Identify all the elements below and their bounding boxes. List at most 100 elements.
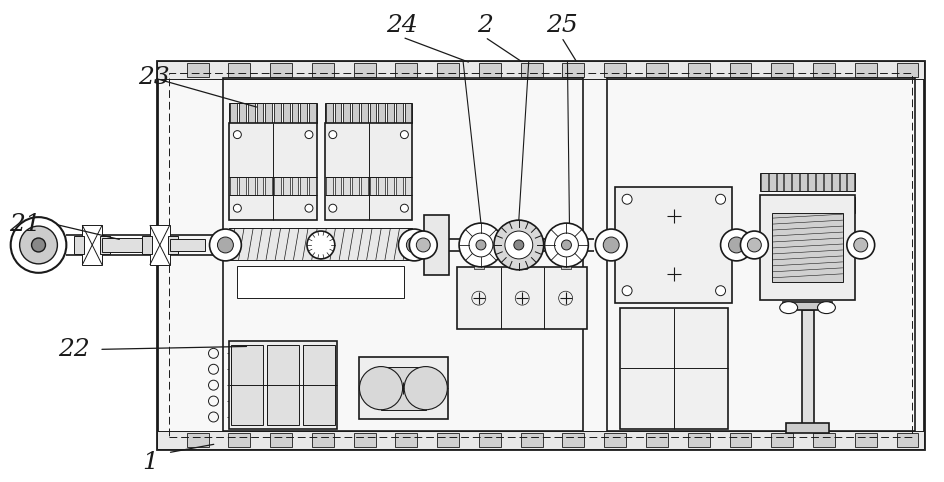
Bar xyxy=(274,177,280,195)
Bar xyxy=(228,63,250,77)
Bar xyxy=(300,103,307,123)
Bar xyxy=(352,177,359,195)
Circle shape xyxy=(329,131,336,139)
Bar xyxy=(896,433,918,447)
Bar xyxy=(239,177,245,195)
Bar xyxy=(265,177,272,195)
Bar xyxy=(369,103,376,123)
Circle shape xyxy=(544,223,588,267)
Bar xyxy=(437,433,459,447)
Circle shape xyxy=(621,286,632,295)
Circle shape xyxy=(740,231,767,259)
Bar xyxy=(473,263,483,269)
Ellipse shape xyxy=(779,302,797,314)
Bar xyxy=(831,197,837,213)
Bar xyxy=(102,238,142,252)
Bar xyxy=(309,103,315,123)
Bar xyxy=(282,177,290,195)
Bar xyxy=(247,103,254,123)
Bar xyxy=(334,103,341,123)
Text: 24: 24 xyxy=(386,14,418,37)
Bar xyxy=(770,433,792,447)
Circle shape xyxy=(846,231,874,259)
Bar xyxy=(169,73,912,437)
Bar xyxy=(270,433,292,447)
Bar xyxy=(378,103,385,123)
Bar xyxy=(229,103,316,123)
Circle shape xyxy=(459,223,502,267)
Bar xyxy=(516,263,527,269)
Bar xyxy=(343,177,349,195)
Bar xyxy=(247,177,254,195)
Circle shape xyxy=(595,229,627,261)
Bar xyxy=(231,346,263,425)
Circle shape xyxy=(561,240,571,250)
Bar xyxy=(838,197,846,213)
Bar xyxy=(150,225,170,265)
Circle shape xyxy=(728,237,744,253)
Circle shape xyxy=(307,231,334,259)
Bar xyxy=(784,197,790,213)
Bar xyxy=(229,341,336,429)
Bar xyxy=(815,173,822,191)
Circle shape xyxy=(416,238,430,252)
Bar xyxy=(187,433,209,447)
Bar xyxy=(791,197,799,213)
Bar xyxy=(380,367,426,410)
Circle shape xyxy=(400,204,408,212)
Bar xyxy=(170,239,204,251)
Text: 25: 25 xyxy=(545,14,577,37)
Bar xyxy=(223,78,582,431)
Bar xyxy=(847,197,853,213)
Bar xyxy=(334,177,341,195)
Text: 22: 22 xyxy=(59,338,90,361)
Bar xyxy=(257,103,263,123)
Bar xyxy=(767,197,775,213)
Bar xyxy=(326,177,332,195)
Bar xyxy=(560,263,570,269)
Bar xyxy=(800,197,806,213)
Bar xyxy=(607,78,915,431)
Text: 23: 23 xyxy=(138,67,170,90)
Bar xyxy=(387,103,394,123)
Bar xyxy=(646,433,667,447)
Bar xyxy=(168,236,177,254)
Bar xyxy=(292,177,298,195)
Bar xyxy=(100,236,110,254)
Bar xyxy=(760,173,854,191)
Circle shape xyxy=(514,240,523,250)
Bar xyxy=(309,177,315,195)
Bar xyxy=(776,197,783,213)
Bar xyxy=(343,103,349,123)
Circle shape xyxy=(20,226,58,264)
Bar xyxy=(838,173,846,191)
Bar xyxy=(782,302,832,309)
Bar xyxy=(784,173,790,191)
Bar xyxy=(359,357,447,419)
Bar xyxy=(812,433,834,447)
Circle shape xyxy=(10,217,66,273)
Bar xyxy=(361,103,367,123)
Bar xyxy=(239,103,245,123)
Bar xyxy=(312,433,333,447)
Circle shape xyxy=(404,367,447,410)
Bar xyxy=(520,433,542,447)
Bar xyxy=(760,195,854,300)
Bar xyxy=(562,433,583,447)
Circle shape xyxy=(494,220,543,270)
Bar xyxy=(229,228,412,260)
Bar xyxy=(767,173,775,191)
Circle shape xyxy=(747,238,761,252)
Bar xyxy=(265,103,272,123)
Bar xyxy=(274,103,280,123)
Bar xyxy=(228,433,250,447)
Bar xyxy=(404,103,411,123)
Bar xyxy=(760,197,854,213)
Bar xyxy=(603,63,626,77)
Circle shape xyxy=(210,229,241,261)
Bar xyxy=(562,63,583,77)
Circle shape xyxy=(359,367,402,410)
Bar xyxy=(270,63,292,77)
Text: 1: 1 xyxy=(142,451,158,474)
Bar xyxy=(831,173,837,191)
